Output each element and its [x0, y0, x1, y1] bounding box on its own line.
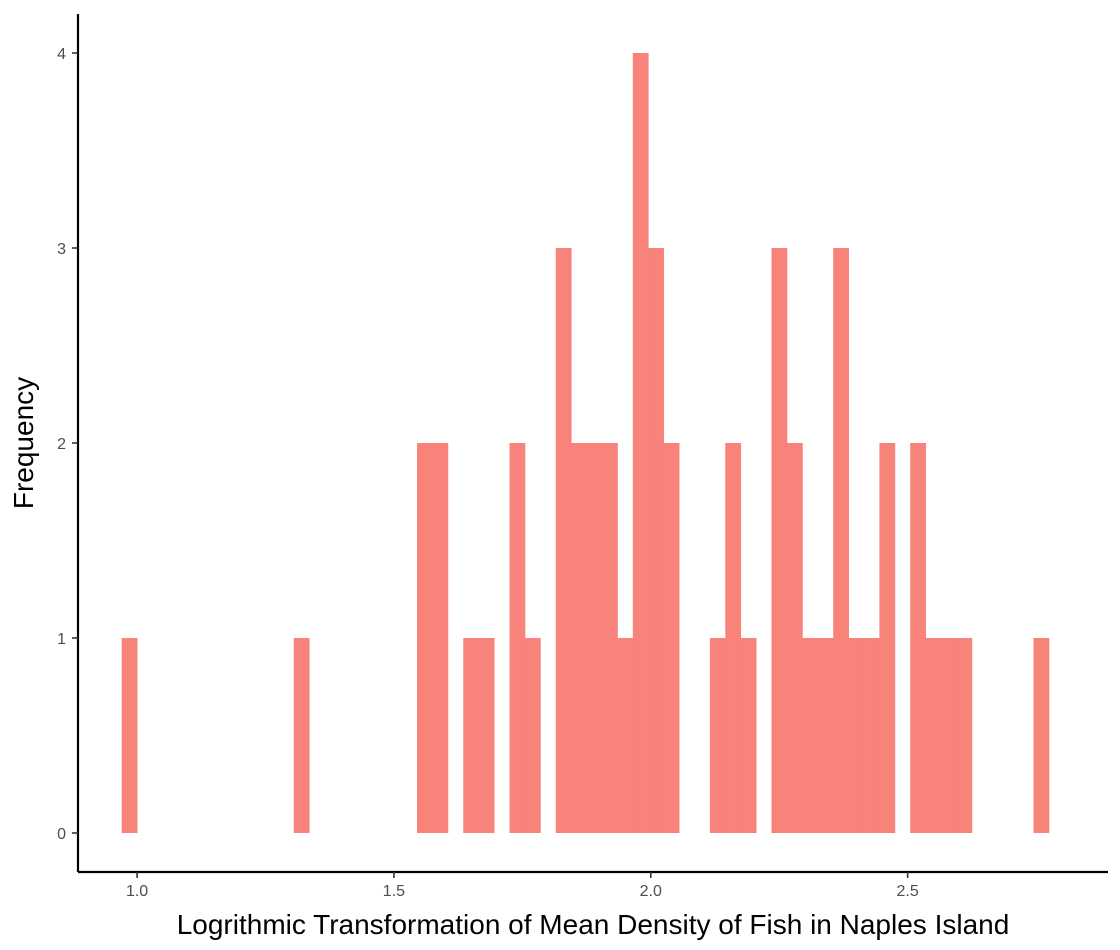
histogram-bars: [121, 53, 1050, 833]
histogram-bar: [833, 248, 849, 833]
y-tick-label: 1: [57, 631, 66, 648]
histogram-bar: [941, 638, 957, 833]
histogram-bar: [910, 443, 927, 833]
y-axis-ticks: 0 1 2 3 4: [57, 46, 78, 843]
histogram-bar: [478, 638, 495, 833]
histogram-bar: [417, 443, 433, 833]
histogram-bar: [571, 443, 587, 833]
histogram-bar: [771, 248, 788, 833]
histogram-bar: [509, 443, 526, 833]
histogram-bar: [786, 443, 803, 833]
histogram-bar: [432, 443, 449, 833]
histogram-bar: [555, 248, 572, 833]
histogram-bar: [863, 638, 880, 833]
histogram-bar: [848, 638, 865, 833]
histogram-bar: [925, 638, 942, 833]
histogram-bar: [956, 638, 973, 833]
histogram-bar: [709, 638, 726, 833]
y-tick-label: 3: [57, 241, 66, 258]
x-tick-label: 1.5: [383, 883, 405, 900]
histogram-bar: [121, 638, 138, 833]
x-axis-title: Logrithmic Transformation of Mean Densit…: [177, 909, 1010, 940]
x-tick-label: 1.0: [126, 883, 148, 900]
histogram-bar: [293, 638, 310, 833]
histogram-bar: [740, 638, 757, 833]
histogram-bar: [879, 443, 896, 833]
histogram-bar: [725, 443, 742, 833]
histogram-bar: [524, 638, 541, 833]
y-tick-label: 0: [57, 826, 66, 843]
histogram-bar: [817, 638, 834, 833]
histogram-bar: [802, 638, 819, 833]
histogram-bar: [663, 443, 680, 833]
x-tick-label: 2.0: [640, 883, 662, 900]
y-tick-label: 2: [57, 436, 66, 453]
y-axis-title: Frequency: [8, 377, 39, 509]
histogram-bar: [648, 248, 665, 833]
histogram-bar: [632, 53, 649, 833]
histogram-bar: [617, 638, 634, 833]
histogram-bar: [463, 638, 480, 833]
histogram-bar: [1033, 638, 1050, 833]
y-tick-label: 4: [57, 46, 66, 63]
histogram-bar: [586, 443, 603, 833]
x-tick-label: 2.5: [897, 883, 919, 900]
histogram-bar: [601, 443, 618, 833]
x-axis-ticks: 1.0 1.5 2.0 2.5: [126, 872, 919, 900]
